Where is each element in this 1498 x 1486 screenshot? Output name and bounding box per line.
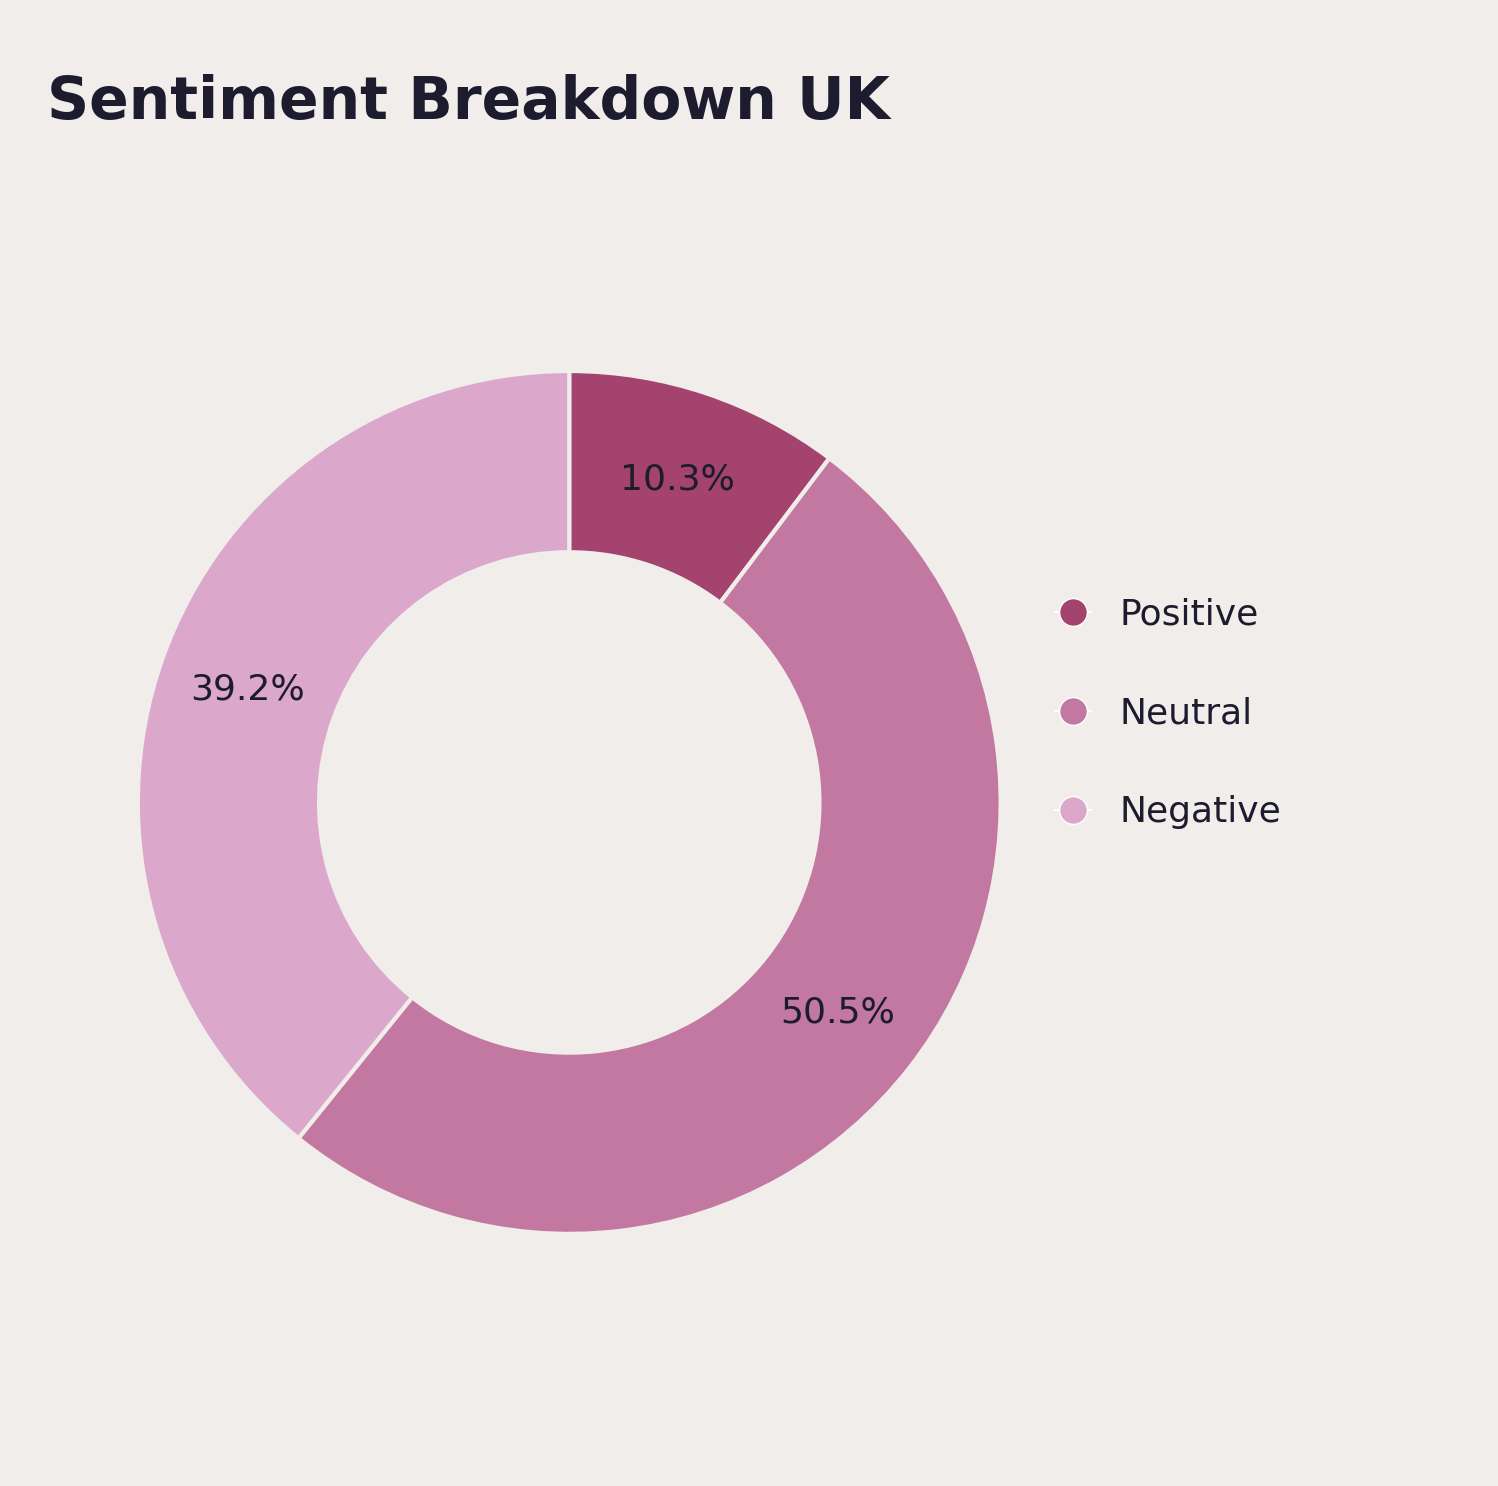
Wedge shape <box>138 372 569 1138</box>
Text: Sentiment Breakdown UK: Sentiment Breakdown UK <box>46 74 890 131</box>
Text: 50.5%: 50.5% <box>780 996 896 1030</box>
Legend: Positive, Neutral, Negative: Positive, Neutral, Negative <box>1037 580 1300 847</box>
Text: 10.3%: 10.3% <box>620 462 736 496</box>
Wedge shape <box>298 458 1001 1233</box>
Wedge shape <box>569 372 830 603</box>
Text: 39.2%: 39.2% <box>190 672 306 706</box>
